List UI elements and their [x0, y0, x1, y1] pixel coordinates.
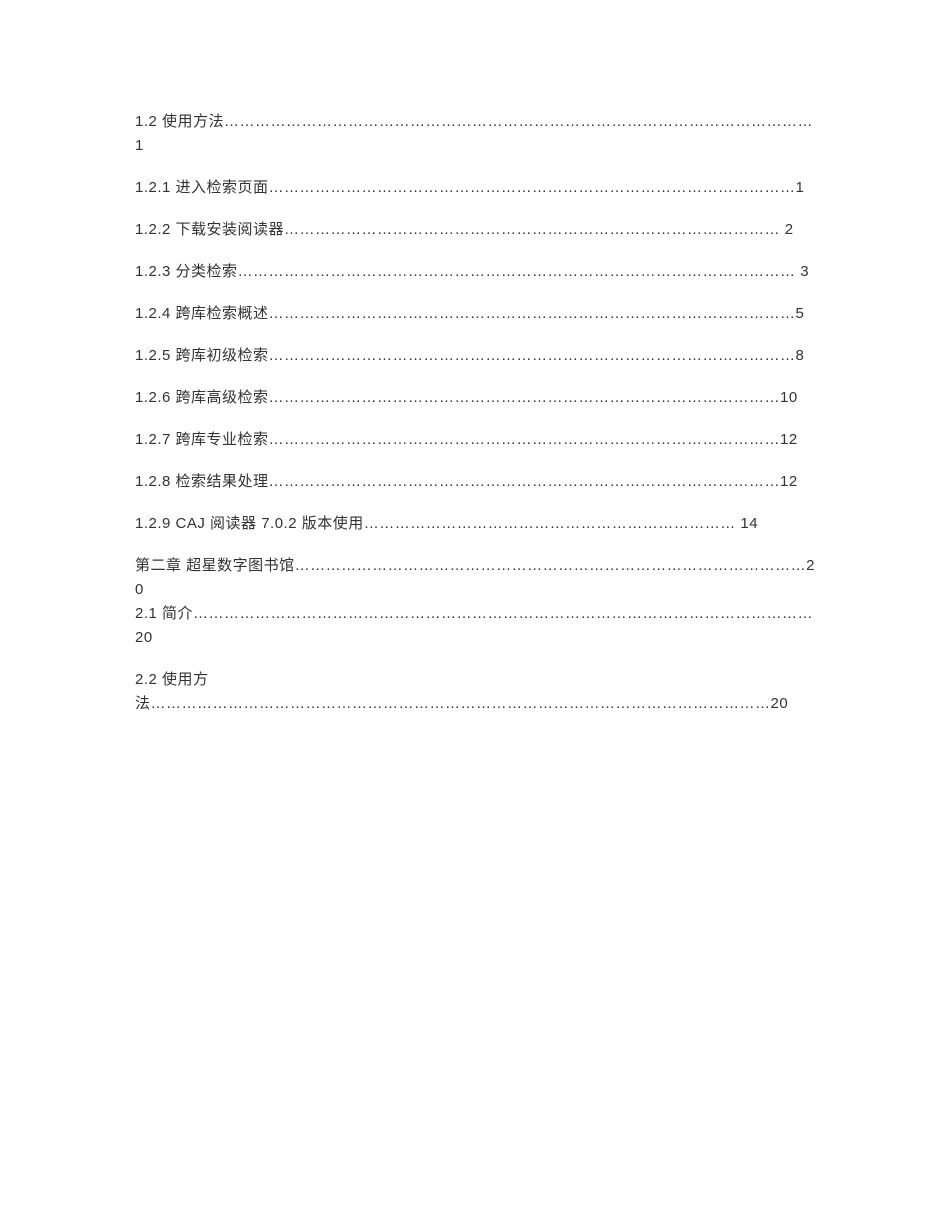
toc-entry: 第二章 超星数字图书馆………………………………………………………………………………	[135, 554, 820, 602]
toc-entry: 1.2.2 下载安装阅读器…………………………………………………………………………	[135, 218, 820, 242]
toc-entry: 1.2.1 进入检索页面……………………………………………………………………………	[135, 176, 820, 200]
toc-entry: 1.2.4 跨库检索概述……………………………………………………………………………	[135, 302, 820, 326]
toc-entry: 1.2.3 分类检索…………………………………………………………………………………	[135, 260, 820, 284]
toc-entry: 2.2 使用方法………………………………………………………………………………………	[135, 668, 820, 716]
toc-entry: 1.2 使用方法………………………………………………………………………………………	[135, 110, 820, 158]
toc-entry: 1.2.8 检索结果处理……………………………………………………………………………	[135, 470, 820, 494]
toc-entry: 1.2.9 CAJ 阅读器 7.0.2 版本使用……………………………………………	[135, 512, 820, 536]
table-of-contents: 1.2 使用方法………………………………………………………………………………………	[135, 110, 820, 716]
toc-entry: 2.1 简介……………………………………………………………………………………………	[135, 602, 820, 650]
toc-entry: 1.2.6 跨库高级检索……………………………………………………………………………	[135, 386, 820, 410]
toc-entry: 1.2.5 跨库初级检索……………………………………………………………………………	[135, 344, 820, 368]
toc-entry: 1.2.7 跨库专业检索……………………………………………………………………………	[135, 428, 820, 452]
